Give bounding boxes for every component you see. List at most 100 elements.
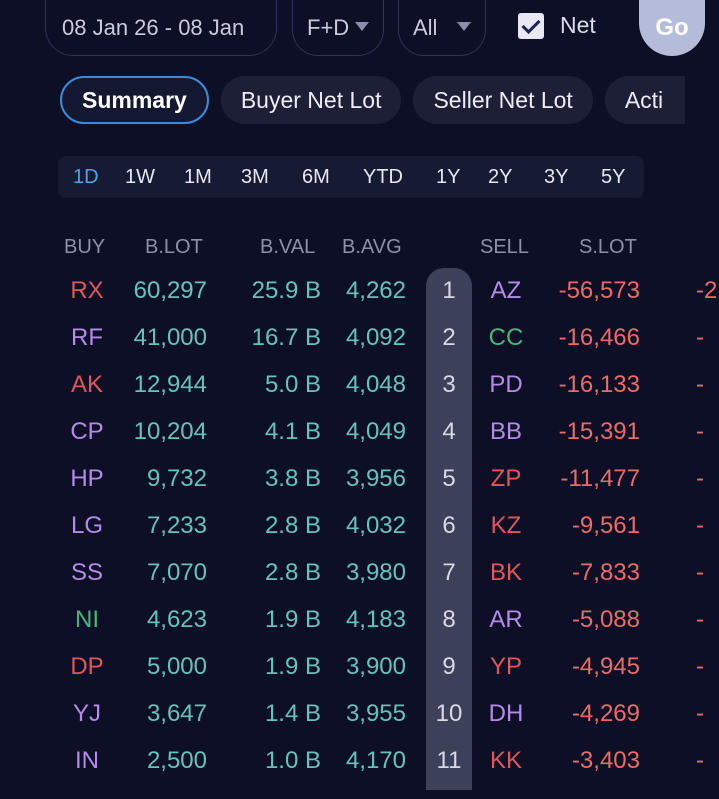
seller-code: KK (489, 747, 522, 774)
sell-value: -2 (696, 277, 718, 304)
market-select[interactable]: F+D (292, 0, 384, 56)
rank-number: 3 (442, 371, 456, 398)
buy-value: 16.7 B (251, 324, 321, 351)
rank-column (426, 268, 472, 790)
seller-code: BB (489, 418, 522, 445)
sell-lot: -16,133 (558, 371, 640, 398)
period-3y[interactable]: 3Y (544, 166, 569, 188)
sell-lot: -56,573 (558, 277, 640, 304)
buy-average: 4,170 (345, 747, 406, 774)
header-buy: BUY (64, 236, 106, 258)
sell-value: - (696, 559, 704, 586)
period-ytd[interactable]: YTD (363, 166, 403, 188)
rank-number: 1 (442, 277, 456, 304)
sell-lot: -16,466 (558, 324, 640, 351)
tab-summary[interactable]: Summary (60, 76, 209, 124)
buy-average: 4,048 (345, 371, 406, 398)
date-range-value: 08 Jan 26 - 08 Jan (62, 14, 245, 40)
buy-value: 2.8 B (264, 512, 321, 539)
buy-value: 2.8 B (264, 559, 321, 586)
header-slot: S.LOT (579, 236, 637, 258)
rank-number: 10 (435, 700, 463, 727)
buyer-code: CP (70, 418, 104, 445)
buyer-code: SS (70, 559, 103, 586)
seller-code: DH (488, 700, 524, 727)
buy-lot: 7,233 (146, 512, 207, 539)
period-1w[interactable]: 1W (125, 166, 155, 188)
buyer-code: DP (70, 653, 104, 680)
sell-value: - (696, 653, 704, 680)
header-blot: B.LOT (145, 236, 203, 258)
scope-select-value: All (413, 14, 438, 40)
sell-lot: -7,833 (571, 559, 640, 586)
scope-select[interactable]: All (398, 0, 486, 56)
sell-lot: -9,561 (571, 512, 640, 539)
sell-lot: -5,088 (571, 606, 640, 633)
buy-average: 3,980 (345, 559, 406, 586)
buy-value: 25.9 B (251, 277, 321, 304)
view-tabs: Summary Buyer Net Lot Seller Net Lot Act… (60, 76, 685, 124)
period-1y[interactable]: 1Y (436, 166, 461, 188)
buy-lot: 4,623 (146, 606, 207, 633)
sell-value: - (696, 324, 704, 351)
buy-lot: 7,070 (146, 559, 207, 586)
buy-value: 1.4 B (264, 700, 321, 727)
buyer-code: LG (70, 512, 103, 539)
market-select-value: F+D (307, 14, 350, 40)
date-range-picker[interactable]: 08 Jan 26 - 08 Jan (45, 0, 277, 56)
sell-lot: -3,403 (571, 747, 640, 774)
buy-lot: 9,732 (146, 465, 207, 492)
tab-activity[interactable]: Acti (604, 76, 685, 124)
buyer-code: IN (75, 747, 99, 774)
seller-code: BK (489, 559, 522, 586)
header-sell: SELL (480, 236, 529, 258)
period-1d[interactable]: 1D (73, 166, 99, 188)
buyer-code: AK (70, 371, 103, 398)
go-button[interactable]: Go (639, 0, 705, 56)
buy-value: 1.9 B (264, 606, 321, 633)
tab-seller-net-lot[interactable]: Seller Net Lot (413, 76, 593, 124)
sell-value: - (696, 371, 704, 398)
period-3m[interactable]: 3M (241, 166, 269, 188)
sell-lot: -11,477 (560, 465, 640, 492)
rank-number: 7 (442, 559, 456, 586)
header-bval: B.VAL (260, 236, 316, 258)
period-6m[interactable]: 6M (302, 166, 330, 188)
period-5y[interactable]: 5Y (601, 166, 626, 188)
sell-value: - (696, 512, 704, 539)
buyer-code: HP (70, 465, 104, 492)
buy-value: 1.0 B (264, 747, 321, 774)
rank-number: 8 (442, 606, 456, 633)
seller-code: KZ (490, 512, 522, 539)
sell-lot: -4,945 (571, 653, 640, 680)
sell-lot: -15,391 (558, 418, 640, 445)
period-1m[interactable]: 1M (184, 166, 212, 188)
rank-number: 6 (442, 512, 456, 539)
seller-code: YP (489, 653, 522, 680)
chevron-down-icon (457, 22, 471, 31)
buy-lot: 41,000 (133, 324, 207, 351)
tab-buyer-net-lot[interactable]: Buyer Net Lot (220, 76, 402, 124)
sell-value: - (696, 418, 704, 445)
sell-value: - (696, 700, 704, 727)
buy-average: 3,900 (345, 653, 406, 680)
sell-value: - (696, 465, 704, 492)
sell-lot: -4,269 (571, 700, 640, 727)
net-checkbox[interactable] (518, 12, 544, 39)
buy-value: 1.9 B (264, 653, 321, 680)
period-2y[interactable]: 2Y (488, 166, 513, 188)
seller-code: AR (489, 606, 523, 633)
buyer-code: RF (71, 324, 103, 351)
buy-value: 5.0 B (264, 371, 321, 398)
net-toggle[interactable]: Net (518, 12, 596, 39)
rank-number: 11 (436, 747, 462, 774)
buy-average: 4,092 (345, 324, 406, 351)
buy-lot: 2,500 (146, 747, 207, 774)
rank-number: 9 (442, 653, 456, 680)
buy-average: 4,032 (345, 512, 406, 539)
seller-code: ZP (490, 465, 522, 492)
seller-code: CC (488, 324, 524, 351)
buy-average: 3,955 (345, 700, 406, 727)
buy-average: 4,262 (345, 277, 406, 304)
buy-lot: 10,204 (133, 418, 207, 445)
